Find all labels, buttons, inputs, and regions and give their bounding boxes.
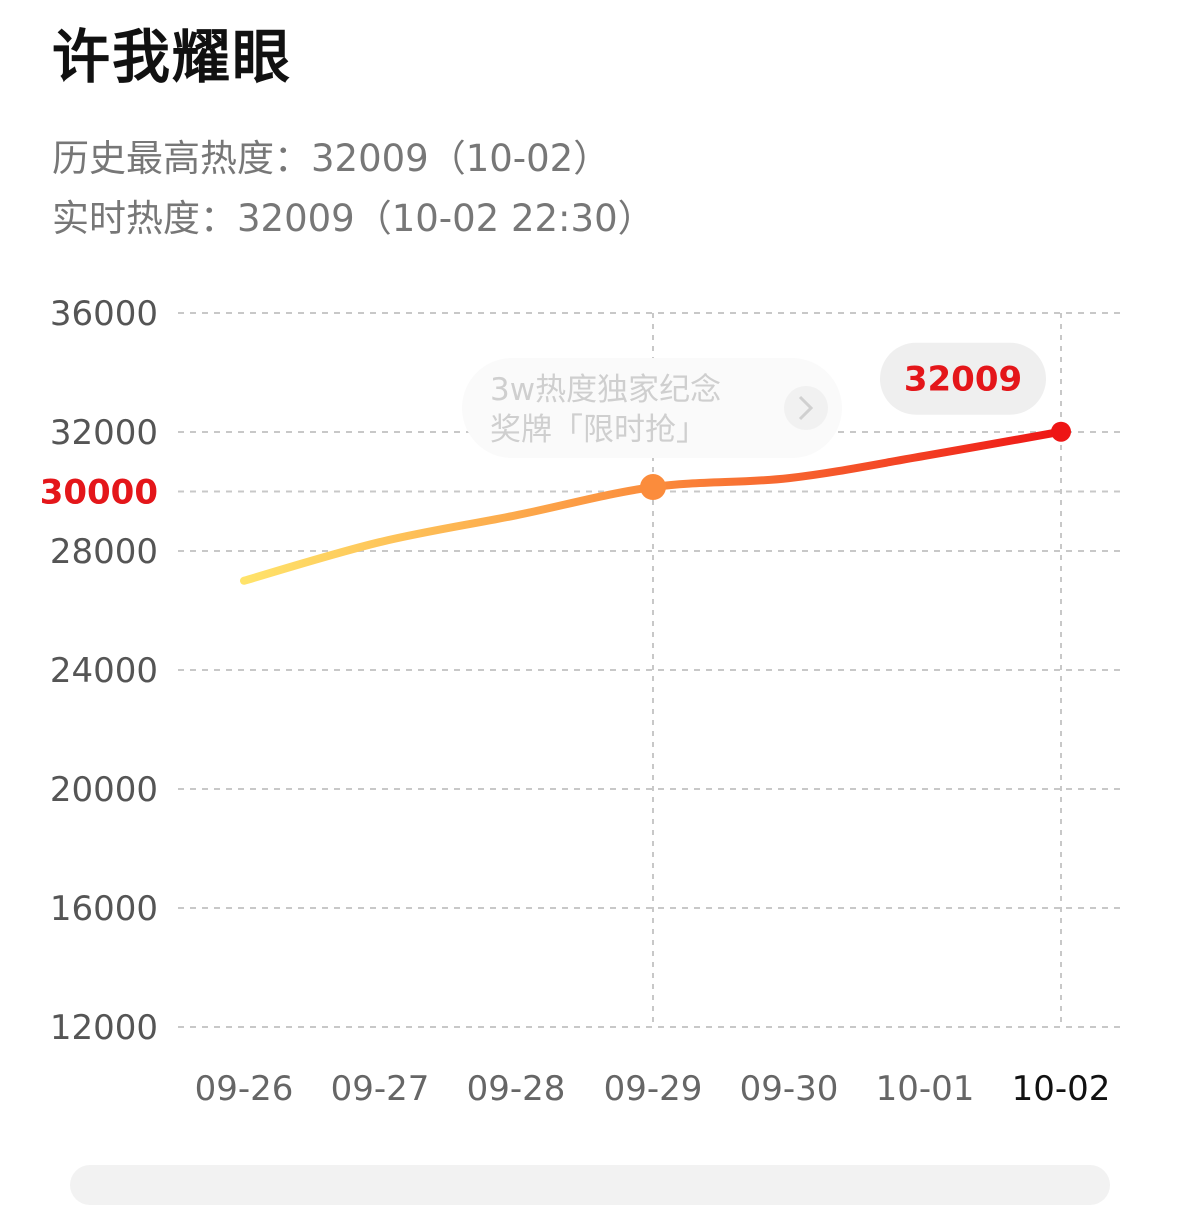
promo-background <box>462 358 842 458</box>
y-tick-label: 32000 <box>50 413 158 453</box>
x-tick-label[interactable]: 09-30 <box>740 1069 839 1109</box>
value-bubble <box>880 342 1046 415</box>
chevron-right-icon <box>784 386 828 430</box>
promo-line-2: 奖牌「限时抢」 <box>490 412 707 448</box>
x-tick-label[interactable]: 09-28 <box>467 1069 566 1109</box>
promo-banner[interactable]: 3w热度独家纪念 奖牌「限时抢」 <box>462 358 842 458</box>
x-tick-label[interactable]: 09-27 <box>331 1069 430 1109</box>
x-axis-ticks: 09-26 09-27 09-28 09-29 09-30 10-01 10-02 <box>195 1069 1111 1109</box>
y-axis-ticks: 12000 16000 20000 24000 28000 30000 32000 36000 <box>40 294 158 1048</box>
live-heat-text: 实时热度：32009（10-02 22:30） <box>52 197 655 240</box>
y-tick-label: 12000 <box>50 1008 158 1048</box>
x-tick-label[interactable]: 09-26 <box>195 1069 294 1109</box>
value-label: 32009 <box>904 360 1022 400</box>
x-tick-label[interactable]: 10-01 <box>876 1069 975 1109</box>
data-markers: 32009 <box>640 342 1071 501</box>
y-tick-label: 28000 <box>50 532 158 572</box>
x-tick-label[interactable]: 10-02 <box>1012 1069 1111 1109</box>
y-tick-label: 20000 <box>50 770 158 810</box>
heat-line-chart: 12000 16000 20000 24000 28000 30000 32000 36000… <box>40 294 1125 1109</box>
x-tick-label[interactable]: 09-29 <box>604 1069 703 1109</box>
page-title: 许我耀眼 <box>52 23 293 91</box>
y-tick-label: 24000 <box>50 651 158 691</box>
peak-heat-text: 历史最高热度：32009（10-02） <box>52 137 611 180</box>
y-tick-label: 30000 <box>40 473 158 513</box>
data-point-09-29[interactable] <box>640 474 666 501</box>
promo-line-1: 3w热度独家纪念 <box>490 372 721 408</box>
y-tick-label: 16000 <box>50 889 158 929</box>
data-point-10-02[interactable] <box>1051 421 1071 442</box>
y-tick-label: 36000 <box>50 294 158 334</box>
bottom-panel <box>70 1165 1110 1205</box>
